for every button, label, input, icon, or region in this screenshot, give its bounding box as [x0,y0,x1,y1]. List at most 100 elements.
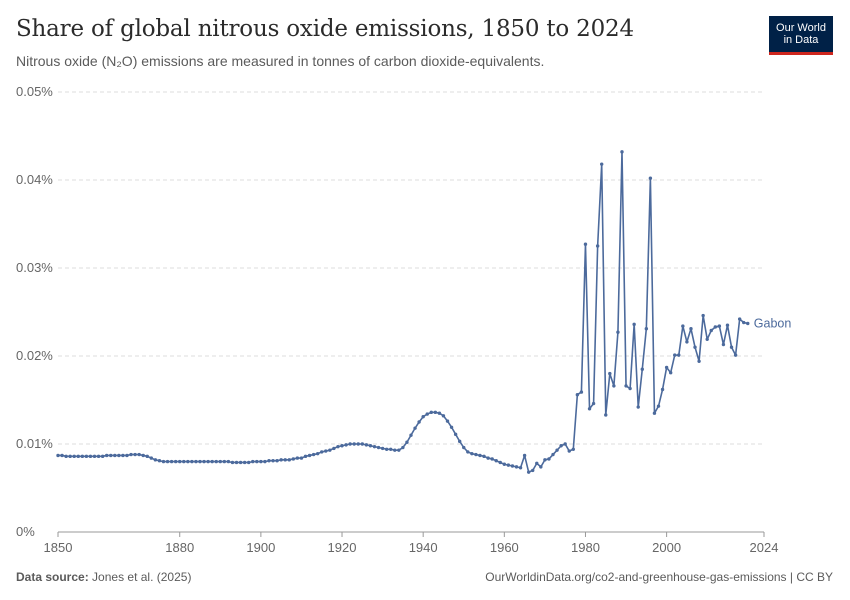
data-point [194,459,198,464]
data-point [470,451,474,456]
data-point [283,458,287,462]
data-point [109,453,113,458]
data-point [616,330,620,334]
logo-line-1: Our World [776,22,826,34]
data-source: Data source: Jones et al. (2025) [16,570,191,584]
data-point [433,410,438,415]
data-point [636,405,640,409]
data-point [449,425,454,429]
data-point [218,459,222,464]
data-point [344,443,348,447]
y-tick-label: 0% [16,524,35,539]
data-point [725,323,730,327]
chart-title: Share of global nitrous oxide emissions,… [16,16,634,42]
data-point [263,459,267,464]
data-point [510,464,515,468]
data-point [299,456,304,460]
data-point [567,449,571,453]
data-point [425,412,429,416]
data-point [697,359,701,363]
y-tick-label: 0.03% [16,260,53,275]
data-point [498,460,502,465]
data-point [222,459,227,464]
data-point [547,457,551,461]
data-point [681,324,685,328]
data-point [689,327,693,331]
data-point [668,371,673,375]
data-point [705,337,709,341]
data-point [539,465,543,469]
data-point [729,345,734,349]
data-point [445,419,450,423]
data-point [409,433,413,437]
data-point [656,404,661,408]
data-point [563,442,567,446]
data-point [664,365,669,370]
data-point [173,459,178,464]
data-point [591,401,596,406]
data-point [575,393,580,397]
data-point [125,453,129,458]
chart-subtitle: Nitrous oxide (N₂O) emissions are measur… [16,53,545,69]
data-point [701,313,705,318]
owid-logo[interactable]: Our World in Data [769,16,833,55]
x-tick-label: 1940 [409,540,438,555]
data-point [612,384,616,388]
x-tick-label: 1920 [328,540,357,555]
data-point [165,459,170,464]
footer-url[interactable]: OurWorldinData.org/co2-and-greenhouse-ga… [485,570,833,584]
data-point [620,150,624,154]
data-point [259,459,263,464]
data-point [287,458,291,462]
x-tick-label: 2024 [750,540,779,555]
data-point [559,444,563,448]
data-point [543,458,547,462]
data-point [320,450,324,454]
data-point [457,439,462,444]
data-point [393,448,397,452]
data-point [238,460,243,465]
data-point [437,411,442,415]
data-point [145,454,149,459]
data-point [608,371,612,376]
data-point [153,458,158,462]
data-point [709,328,713,333]
data-point [113,453,117,458]
data-point [632,322,636,327]
data-point [360,442,365,446]
data-point [149,456,154,460]
data-point [230,460,235,465]
data-point [587,407,592,411]
data-point [721,342,726,347]
x-tick-label: 1880 [165,540,194,555]
data-point [713,325,718,329]
data-point [579,390,584,394]
y-tick-label: 0.05% [16,84,53,99]
data-point [644,327,649,331]
data-point [336,444,340,449]
data-point [453,432,458,437]
data-point [121,453,125,458]
data-point [68,454,72,459]
data-point [429,410,433,415]
data-point [267,459,271,463]
data-point [380,446,385,451]
data-point [60,453,64,458]
data-point [518,466,523,470]
data-point [100,454,105,459]
data-point [182,459,186,464]
y-tick-label: 0.02% [16,348,53,363]
data-point [717,324,722,328]
data-point [652,411,657,415]
data-point [251,459,255,464]
data-point [372,444,377,449]
data-point [226,459,231,464]
data-point [202,459,206,464]
data-point [234,460,239,465]
data-point [133,452,137,457]
data-source-link[interactable]: Jones et al. (2025) [92,570,192,584]
data-point [328,448,332,452]
data-point [413,426,417,430]
data-point [364,443,369,447]
